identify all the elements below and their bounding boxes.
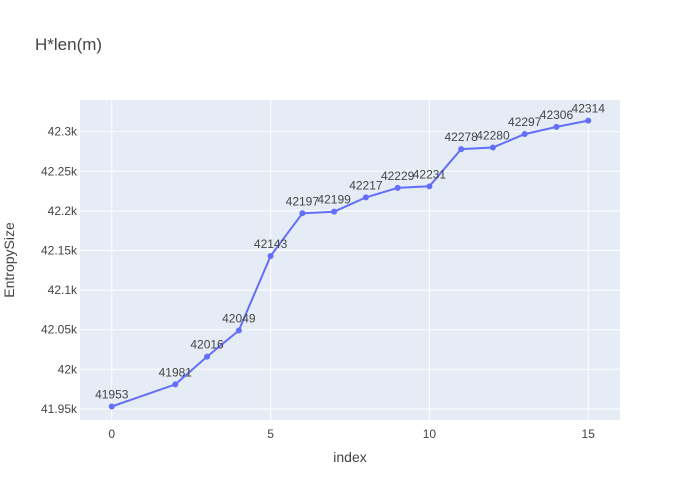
- data-point: [299, 210, 306, 217]
- data-point: [394, 184, 401, 191]
- data-label: 42016: [190, 338, 224, 352]
- y-tick-label: 42k: [58, 362, 78, 376]
- data-point: [235, 327, 242, 334]
- x-tick-label: 5: [267, 427, 274, 441]
- data-label: 42297: [508, 115, 542, 129]
- data-point: [204, 353, 211, 360]
- plot-area: [80, 100, 620, 420]
- data-label: 42199: [317, 193, 351, 207]
- data-point: [521, 131, 528, 138]
- y-tick-label: 41.95k: [41, 402, 78, 416]
- x-axis-label: index: [333, 449, 366, 465]
- data-point: [585, 117, 592, 124]
- y-tick-label: 42.3k: [48, 125, 78, 139]
- y-tick-label: 42.2k: [48, 204, 78, 218]
- data-point: [458, 146, 465, 153]
- data-label: 42143: [254, 237, 288, 251]
- data-label: 42217: [349, 178, 383, 192]
- data-label: 42280: [476, 129, 510, 143]
- y-tick-label: 42.05k: [41, 323, 78, 337]
- data-label: 42049: [222, 311, 256, 325]
- y-tick-label: 42.25k: [41, 164, 78, 178]
- y-tick-label: 42.15k: [41, 243, 78, 257]
- data-point: [553, 123, 560, 130]
- data-label: 42231: [413, 167, 447, 181]
- data-point: [267, 253, 274, 260]
- data-label: 41981: [159, 365, 193, 379]
- data-label: 42229: [381, 169, 415, 183]
- data-labels: 41953 41981 42016 42049 42143 421974219942217…: [95, 102, 605, 402]
- data-point: [331, 208, 338, 215]
- data-point: [426, 183, 433, 190]
- data-label: 42278: [444, 130, 478, 144]
- data-point: [108, 403, 115, 410]
- data-point: [362, 194, 369, 201]
- data-point: [172, 381, 179, 388]
- data-point: [489, 144, 496, 151]
- y-axis-ticks: 41.95k 42k 42.05k 42.1k 42.15k 42.2k 42.25k 42.…: [41, 125, 78, 416]
- x-tick-label: 0: [108, 427, 115, 441]
- grid-lines: [80, 100, 620, 420]
- x-axis-ticks: 0 5 10 15: [108, 427, 595, 441]
- series-markers: [108, 117, 592, 410]
- y-tick-label: 42.1k: [48, 283, 78, 297]
- x-tick-label: 15: [582, 427, 596, 441]
- chart-title: H*len(m): [35, 35, 102, 54]
- data-label: 41953: [95, 388, 129, 402]
- data-label: 42306: [540, 108, 574, 122]
- x-tick-label: 10: [423, 427, 437, 441]
- y-axis-label: EntropySize: [1, 222, 17, 298]
- data-label: 42197: [286, 194, 320, 208]
- data-label: 42314: [572, 102, 606, 116]
